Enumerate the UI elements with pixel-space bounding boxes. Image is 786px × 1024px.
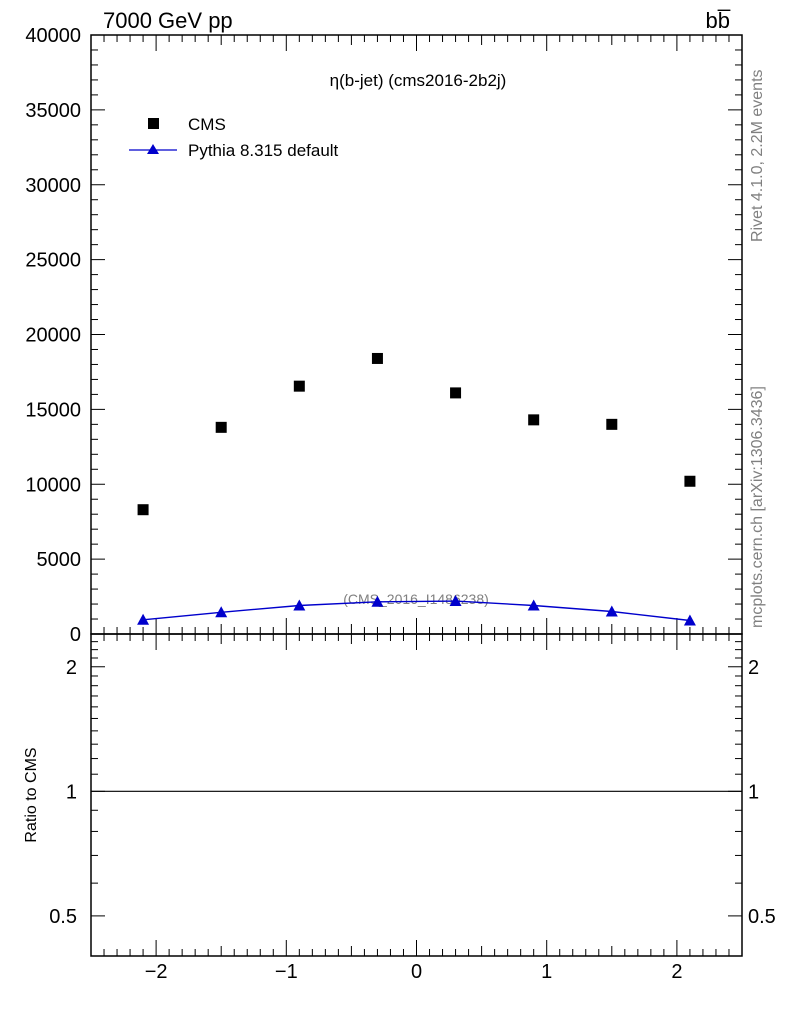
- series-layer: [137, 352, 696, 626]
- ratio-plot-frame: [90, 633, 743, 957]
- pythia-point: [137, 613, 150, 625]
- legend-cms-marker: [148, 118, 159, 129]
- cms-point: [293, 380, 305, 392]
- ratio-y-tick-label: 0.5: [49, 906, 77, 928]
- ratio-y-tick-label-right: 0.5: [748, 906, 776, 928]
- ratio-y-tick-label: 1: [66, 781, 77, 803]
- pythia-series-line: [143, 600, 690, 622]
- y-tick-label: 20000: [25, 325, 81, 347]
- mcplots-label: mcplots.cern.ch [arXiv:1306.3436]: [749, 386, 766, 628]
- y-tick-label: 10000: [25, 474, 81, 496]
- legend: CMS Pythia 8.315 default: [129, 115, 339, 160]
- energy-label: 7000 GeV pp: [103, 8, 233, 33]
- y-tick-label: 35000: [25, 100, 81, 122]
- x-tick-label: 0: [411, 961, 422, 983]
- cms-point: [371, 352, 383, 364]
- x-tick-label: −2: [145, 961, 168, 983]
- cms-point: [450, 387, 462, 399]
- rivet-label: Rivet 4.1.0, 2.2M events: [749, 69, 766, 242]
- legend-cms-label: CMS: [188, 115, 226, 134]
- pythia-point: [449, 595, 462, 607]
- x-tick-label: −1: [275, 961, 298, 983]
- cms-point: [528, 414, 540, 426]
- analysis-watermark: (CMS_2016_I1486238): [343, 591, 489, 607]
- x-tick-label: 2: [671, 961, 682, 983]
- pythia-point: [683, 614, 696, 626]
- pythia-point: [605, 605, 618, 617]
- x-axis: −2 −1 0 1 2: [90, 35, 743, 983]
- cms-point: [215, 421, 227, 433]
- y-tick-label: 40000: [25, 25, 81, 47]
- pythia-point: [293, 599, 306, 611]
- cms-point: [137, 504, 149, 516]
- cms-point: [606, 418, 618, 430]
- legend-pythia-label: Pythia 8.315 default: [188, 141, 339, 160]
- pythia-point: [215, 606, 228, 618]
- y-tick-label: 15000: [25, 399, 81, 421]
- ratio-y-tick-label-right: 1: [748, 781, 759, 803]
- ratio-y-tick-label-right: 2: [748, 657, 759, 679]
- x-tick-label: 1: [541, 961, 552, 983]
- pythia-point: [527, 599, 540, 611]
- y-tick-label: 5000: [37, 549, 82, 571]
- main-y-axis: 0 5000 10000 15000 20000 25000 30000 35000 40000: [25, 25, 742, 646]
- ratio-y-axis: 0.5 0.5 1 1 2 2: [49, 633, 776, 957]
- y-tick-label: 30000: [25, 175, 81, 197]
- cms-point: [684, 475, 696, 487]
- process-label: bb̅: [706, 8, 731, 33]
- chart-title: η(b-jet) (cms2016-2b2j): [330, 71, 507, 90]
- legend-pythia-marker: [147, 144, 159, 154]
- ratio-axis-label: Ratio to CMS: [23, 747, 40, 842]
- ratio-y-tick-label: 2: [66, 657, 77, 679]
- y-tick-label: 25000: [25, 250, 81, 272]
- y-tick-label: 0: [70, 624, 81, 646]
- pythia-point: [371, 595, 384, 607]
